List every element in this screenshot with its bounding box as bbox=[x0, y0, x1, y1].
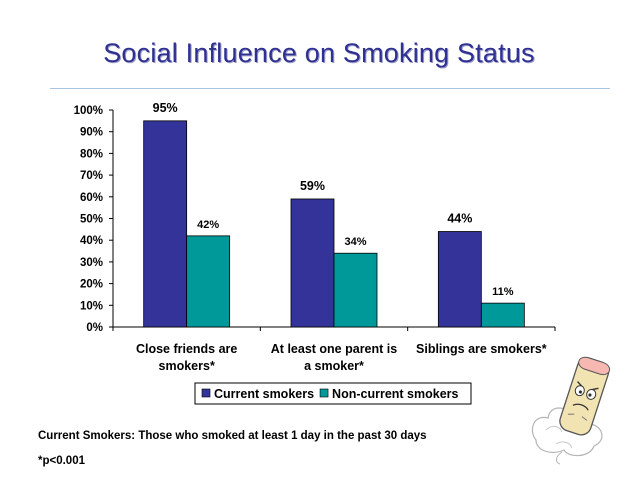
y-tick-label: 0% bbox=[86, 322, 103, 334]
slide-title: Social Influence on Smoking Status bbox=[103, 38, 535, 68]
category-label: At least one parent is bbox=[271, 342, 397, 356]
category-label: Siblings are smokers* bbox=[416, 342, 547, 356]
category-label: a smoker* bbox=[304, 359, 364, 373]
cigarette-character-icon bbox=[531, 356, 611, 465]
bar-non-current-smokers bbox=[480, 302, 525, 328]
category-label: Close friends are bbox=[136, 342, 237, 356]
bar-current-smokers bbox=[290, 198, 335, 328]
bar-non-current-smokers bbox=[333, 252, 378, 328]
y-tick-label: 40% bbox=[80, 235, 103, 247]
y-tick-label: 90% bbox=[80, 127, 103, 139]
legend-swatch-noncurrent bbox=[319, 388, 329, 398]
y-tick-label: 10% bbox=[80, 300, 103, 312]
y-tick-label: 30% bbox=[80, 257, 103, 269]
data-label: 44% bbox=[447, 212, 472, 226]
data-label: 95% bbox=[153, 101, 178, 115]
bar-chart: 0% 10% 20% 30% 40% 50% 60% 70% 80% 90% 100% 95% 42% C… bbox=[74, 101, 556, 405]
category-label: smokers* bbox=[159, 359, 215, 373]
y-tick-label: 100% bbox=[74, 105, 103, 117]
legend bbox=[194, 382, 472, 405]
y-tick-label: 50% bbox=[80, 214, 103, 226]
bar-current-smokers bbox=[143, 120, 188, 328]
data-label: 34% bbox=[344, 236, 366, 248]
y-tick-label: 70% bbox=[80, 170, 103, 182]
data-label: 59% bbox=[300, 179, 325, 193]
bar-current-smokers bbox=[437, 231, 482, 328]
y-tick-label: 80% bbox=[80, 148, 103, 160]
footnote-significance: *p<0.001 bbox=[38, 455, 85, 467]
title-divider bbox=[50, 88, 610, 89]
legend-label: Current smokers bbox=[214, 387, 314, 401]
data-label: 42% bbox=[197, 219, 219, 231]
legend-swatch-current bbox=[201, 388, 211, 398]
legend-label: Non-current smokers bbox=[332, 387, 458, 401]
y-tick-label: 20% bbox=[80, 279, 103, 291]
data-label: 11% bbox=[492, 286, 514, 298]
footnote-definition: Current Smokers: Those who smoked at lea… bbox=[38, 430, 427, 442]
y-tick-label: 60% bbox=[80, 192, 103, 204]
bar-non-current-smokers bbox=[186, 235, 231, 328]
